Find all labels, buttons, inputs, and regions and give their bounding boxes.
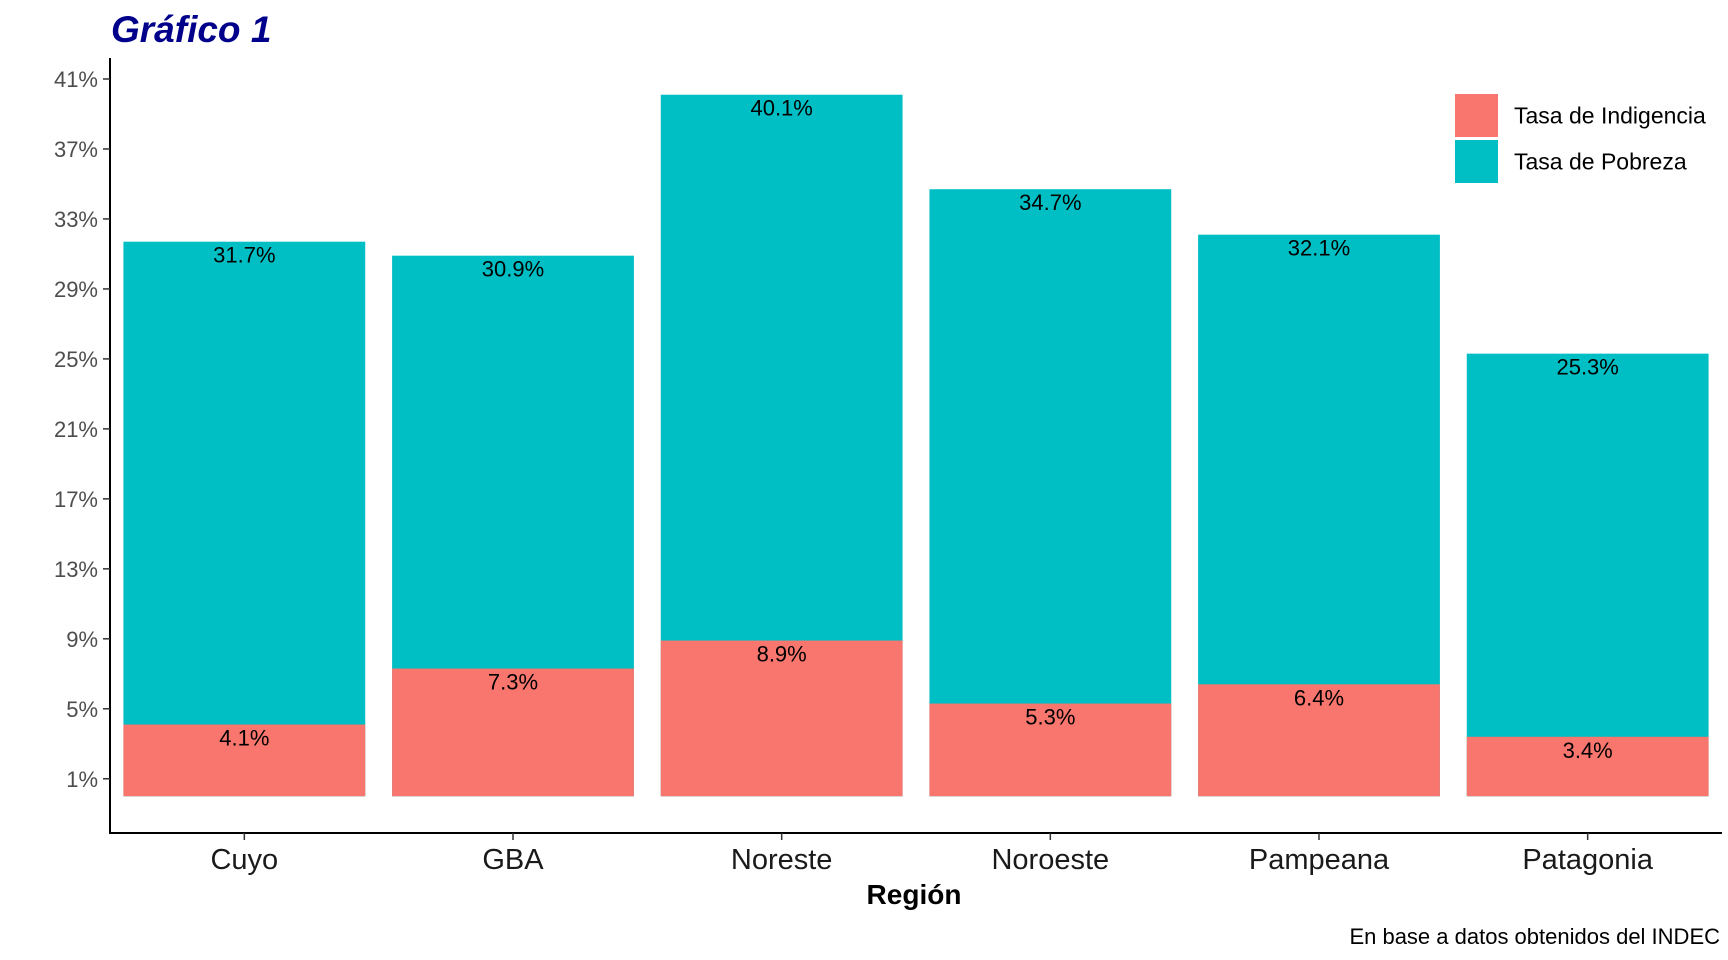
chart-caption: En base a datos obtenidos del INDEC bbox=[1349, 924, 1720, 949]
chart-title: Gráfico 1 bbox=[111, 9, 271, 50]
x-tick-label-noroeste: Noroeste bbox=[991, 844, 1109, 876]
y-tick-label: 17% bbox=[54, 487, 98, 512]
data-label-tasa-de-pobreza-cuyo: 31.7% bbox=[213, 243, 275, 268]
data-label-tasa-de-pobreza-patagonia: 25.3% bbox=[1556, 355, 1618, 380]
data-labels-layer: 4.1% 7.3% 8.9% 5.3% 6.4% 3.4% 31.7% 30.9% 40.1% 3… bbox=[213, 96, 1619, 763]
x-tick-label-patagonia: Patagonia bbox=[1522, 844, 1653, 876]
data-label-tasa-de-indigencia-noroeste: 5.3% bbox=[1025, 705, 1075, 730]
y-tick-label: 33% bbox=[54, 207, 98, 232]
y-tick-label: 21% bbox=[54, 417, 98, 442]
legend-key-tasa-de-indigencia bbox=[1455, 94, 1498, 137]
y-tick-label: 41% bbox=[54, 67, 98, 92]
data-label-tasa-de-indigencia-patagonia: 3.4% bbox=[1563, 738, 1613, 763]
legend-label-tasa-de-indigencia: Tasa de Indigencia bbox=[1514, 103, 1706, 129]
legend-key-tasa-de-pobreza bbox=[1455, 140, 1498, 183]
legend-label-tasa-de-pobreza: Tasa de Pobreza bbox=[1514, 149, 1687, 175]
bar-tasa-de-pobreza-noroeste bbox=[929, 189, 1172, 797]
y-tick-label: 29% bbox=[54, 277, 98, 302]
bars-layer bbox=[123, 94, 1709, 797]
y-tick-label: 13% bbox=[54, 557, 98, 582]
data-label-tasa-de-pobreza-noroeste: 34.7% bbox=[1019, 190, 1081, 215]
data-label-tasa-de-pobreza-pampeana: 32.1% bbox=[1288, 236, 1350, 261]
data-label-tasa-de-pobreza-gba: 30.9% bbox=[482, 257, 544, 282]
data-label-tasa-de-indigencia-noreste: 8.9% bbox=[757, 642, 807, 667]
x-tick-label-gba: GBA bbox=[482, 844, 544, 876]
x-tick-label-cuyo: Cuyo bbox=[210, 844, 278, 876]
y-tick-label: 5% bbox=[66, 697, 98, 722]
bar-tasa-de-indigencia-noroeste bbox=[929, 703, 1172, 797]
x-tick-label-noreste: Noreste bbox=[731, 844, 833, 876]
x-axis-title: Región bbox=[867, 879, 962, 910]
data-label-tasa-de-indigencia-gba: 7.3% bbox=[488, 670, 538, 695]
bar-tasa-de-indigencia-patagonia bbox=[1466, 736, 1709, 797]
y-tick-label: 9% bbox=[66, 627, 98, 652]
bar-tasa-de-pobreza-patagonia bbox=[1466, 353, 1709, 797]
bar-tasa-de-indigencia-gba bbox=[392, 668, 634, 797]
bar-tasa-de-indigencia-pampeana bbox=[1198, 684, 1440, 797]
bar-tasa-de-pobreza-cuyo bbox=[123, 241, 366, 797]
x-tick-label-pampeana: Pampeana bbox=[1249, 844, 1390, 876]
data-label-tasa-de-pobreza-noreste: 40.1% bbox=[750, 96, 812, 121]
y-tick-label: 37% bbox=[54, 137, 98, 162]
bar-tasa-de-indigencia-cuyo bbox=[123, 724, 366, 797]
bar-tasa-de-indigencia-noreste bbox=[660, 640, 903, 797]
y-tick-label: 25% bbox=[54, 347, 98, 372]
axes-layer: 1% 5% 9% 13% 17% 21% 25% 29% 33% 37% 41% Cuyo GBA Nor… bbox=[54, 58, 1722, 876]
legend: Tasa de Indigencia Tasa de Pobreza bbox=[1455, 94, 1706, 183]
data-label-tasa-de-indigencia-pampeana: 6.4% bbox=[1294, 685, 1344, 710]
data-label-tasa-de-indigencia-cuyo: 4.1% bbox=[219, 726, 269, 751]
y-tick-label: 1% bbox=[66, 767, 98, 792]
